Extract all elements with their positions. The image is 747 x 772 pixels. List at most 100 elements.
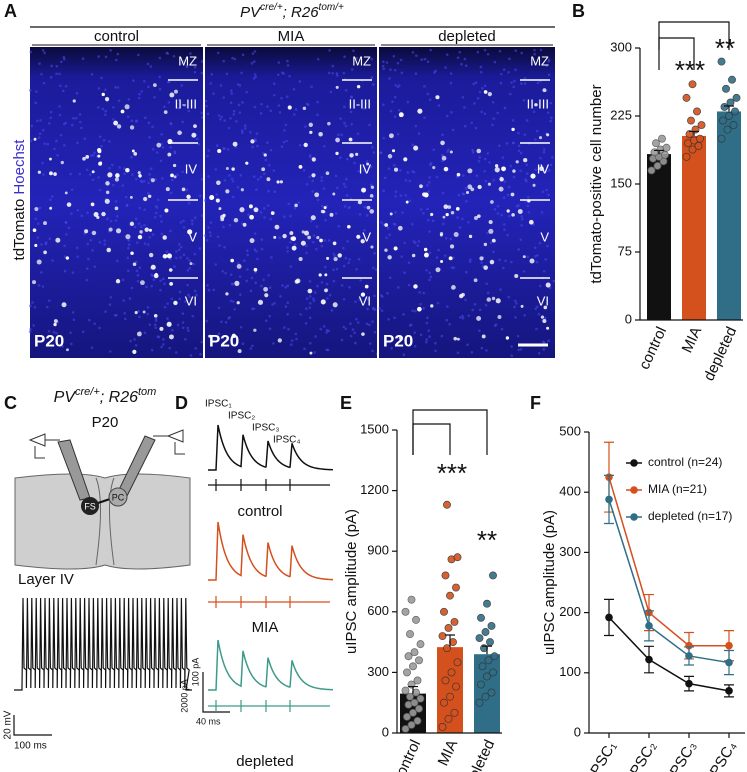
nucleus	[108, 166, 111, 170]
pv-cell	[356, 234, 361, 239]
nucleus	[251, 145, 254, 149]
nucleus	[345, 177, 348, 181]
cell-label: PC	[112, 492, 125, 502]
nucleus	[525, 119, 529, 122]
nucleus	[277, 104, 281, 107]
pv-cell	[506, 209, 510, 213]
nucleus	[140, 225, 143, 228]
nucleus	[387, 167, 391, 171]
data-point	[732, 93, 741, 102]
nucleus	[289, 240, 292, 244]
pv-cell	[467, 168, 473, 174]
nucleus	[174, 256, 178, 260]
nucleus	[174, 351, 178, 354]
nucleus	[128, 297, 132, 300]
nucleus	[269, 109, 273, 113]
nucleus	[148, 173, 151, 176]
pv-cell	[467, 184, 473, 190]
nucleus	[349, 110, 353, 114]
nucleus	[305, 244, 308, 248]
nucleus	[206, 154, 209, 158]
nucleus	[463, 57, 467, 61]
nucleus	[508, 57, 511, 61]
nucleus	[411, 309, 414, 313]
pv-cell	[140, 280, 145, 286]
nucleus	[72, 318, 76, 322]
data-point	[489, 571, 497, 580]
nucleus	[154, 326, 158, 330]
nucleus	[316, 113, 319, 117]
nucleus	[503, 228, 506, 232]
pv-cell	[417, 108, 423, 114]
nucleus	[285, 95, 289, 99]
nucleus	[399, 58, 403, 62]
nucleus	[229, 299, 233, 303]
nucleus	[98, 188, 102, 192]
nucleus	[179, 256, 182, 259]
nucleus	[145, 285, 148, 289]
nucleus	[69, 172, 72, 176]
micrograph	[28, 47, 204, 358]
pv-cell	[323, 206, 327, 210]
pv-cell	[534, 103, 538, 107]
nucleus	[547, 339, 550, 343]
nucleus	[62, 55, 66, 59]
nucleus	[345, 157, 349, 161]
nucleus	[533, 52, 536, 56]
y-tick-label: 225	[610, 107, 632, 122]
nucleus	[399, 194, 403, 197]
pv-cell	[164, 208, 169, 213]
data-point	[658, 134, 666, 143]
pv-cell	[163, 110, 168, 115]
pv-cell	[72, 99, 76, 103]
pv-cell	[31, 280, 37, 285]
nucleus	[101, 107, 105, 111]
nucleus	[159, 288, 162, 292]
layer-label: II-III	[175, 96, 197, 111]
nucleus	[283, 326, 286, 329]
nucleus	[212, 92, 215, 95]
data-point	[441, 676, 450, 685]
nucleus	[425, 321, 429, 325]
nucleus	[80, 214, 83, 218]
nucleus	[397, 108, 401, 112]
column-label: control	[94, 28, 139, 45]
pv-cell	[165, 187, 170, 192]
nucleus	[470, 121, 473, 125]
nucleus	[500, 327, 504, 331]
y-tick-label: 500	[559, 423, 581, 438]
nucleus	[209, 221, 213, 224]
nucleus	[252, 60, 256, 63]
nucleus	[373, 251, 376, 255]
nucleus	[355, 56, 359, 60]
nucleus	[552, 279, 556, 283]
nucleus	[151, 233, 155, 236]
nucleus	[349, 334, 353, 338]
data-point	[685, 130, 694, 139]
nucleus	[485, 282, 489, 286]
pv-cell	[162, 254, 168, 259]
nucleus	[343, 55, 346, 59]
nucleus	[268, 314, 272, 318]
data-point	[404, 652, 413, 661]
nucleus	[503, 106, 507, 110]
nucleus	[465, 270, 468, 274]
data-point	[453, 658, 462, 667]
nucleus	[348, 285, 351, 289]
nucleus	[147, 85, 150, 89]
nucleus	[218, 244, 221, 247]
pv-cell	[366, 205, 371, 210]
pv-cell	[168, 334, 174, 340]
data-point	[697, 121, 706, 130]
layer-label: VI	[359, 293, 371, 308]
nucleus	[336, 74, 339, 77]
pulse-label: IPSC₃	[252, 423, 279, 434]
nucleus	[502, 196, 506, 199]
data-point	[443, 500, 451, 509]
nucleus	[193, 70, 197, 74]
nucleus	[520, 215, 524, 218]
pv-cell	[232, 141, 238, 147]
pv-cell	[170, 173, 174, 178]
nucleus	[517, 131, 520, 135]
nucleus	[519, 151, 523, 155]
